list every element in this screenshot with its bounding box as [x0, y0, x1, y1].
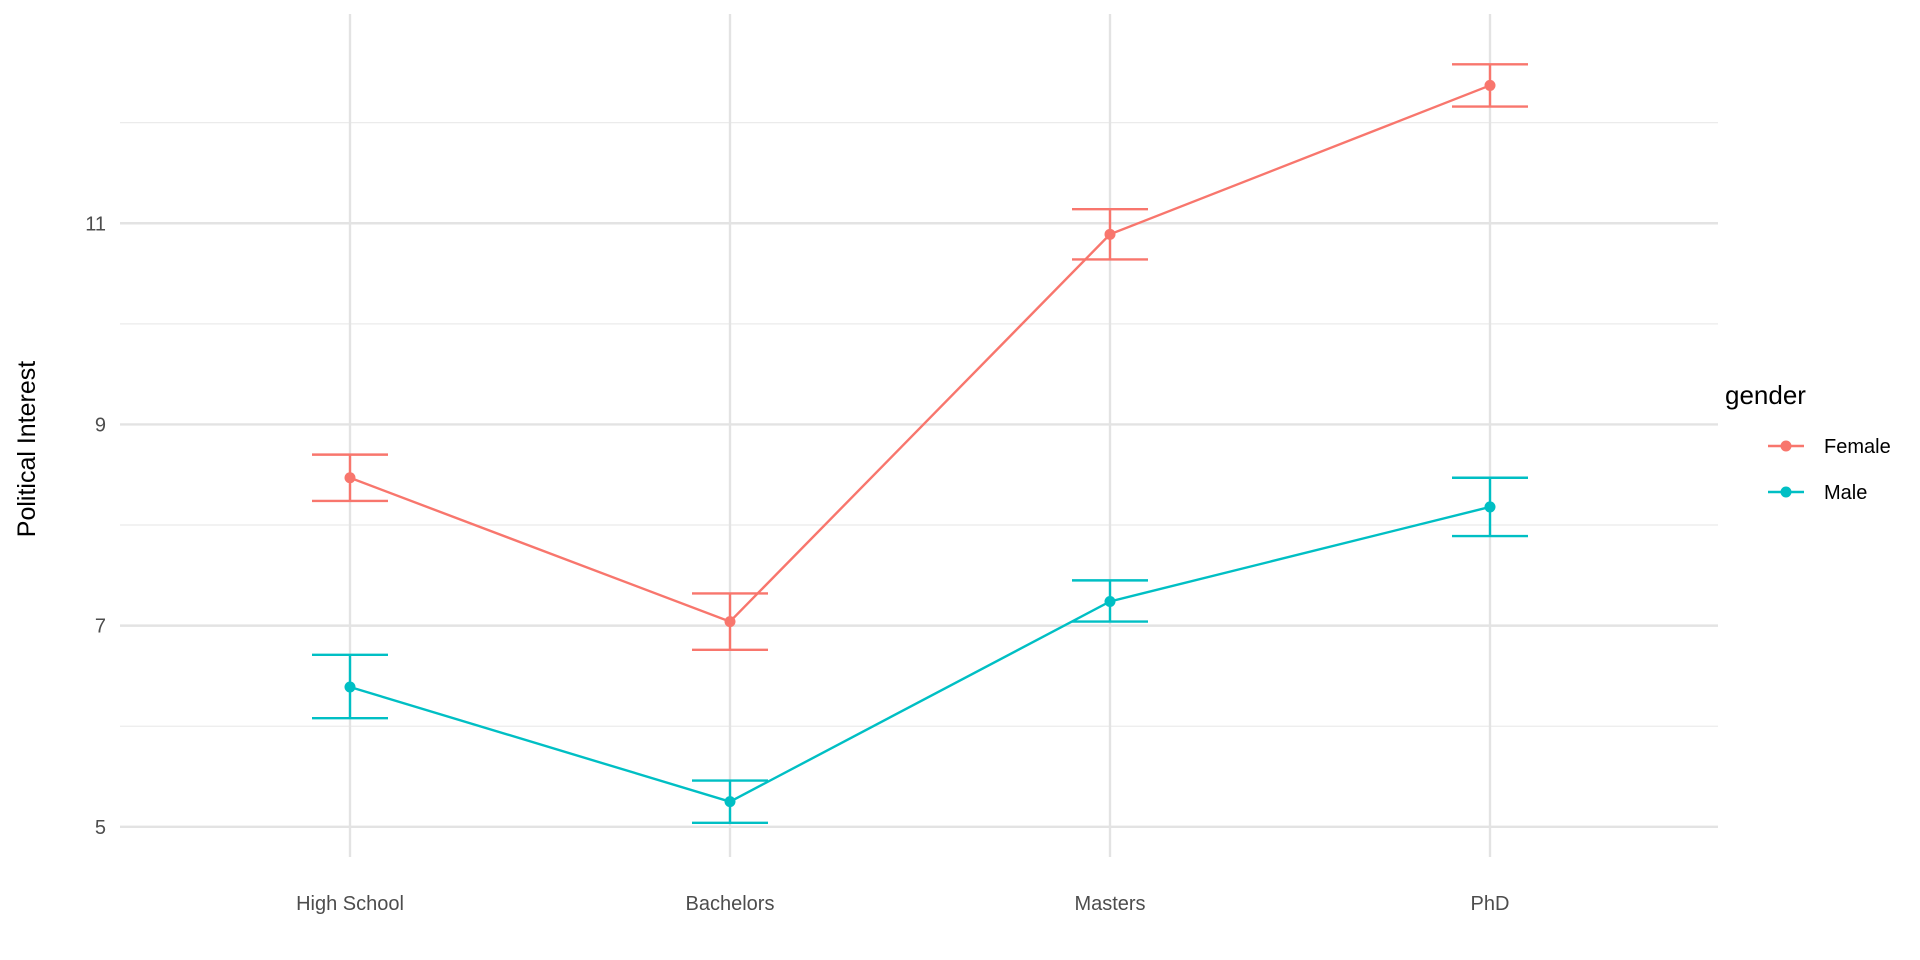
x-axis-ticks: High School Bachelors Masters PhD — [296, 893, 1509, 915]
legend-item-female: Female — [1768, 436, 1891, 458]
legend: gender Female Male — [1725, 380, 1891, 504]
x-tick-label-0: High School — [296, 893, 404, 915]
series-female — [312, 63, 1528, 651]
x-tick-label-2: Masters — [1074, 893, 1145, 915]
legend-label-male: Male — [1824, 482, 1867, 504]
y-tick-label-1: 7 — [95, 616, 106, 638]
data-point-female-0 — [344, 472, 356, 484]
legend-title: gender — [1725, 380, 1806, 410]
legend-key-point-male — [1780, 486, 1792, 498]
data-point-female-3 — [1484, 79, 1496, 91]
data-point-male-0 — [344, 681, 356, 693]
minor-gridlines — [120, 122, 1718, 727]
data-point-female-2 — [1104, 228, 1116, 240]
y-tick-label-0: 5 — [95, 817, 106, 839]
series-line-female — [349, 84, 1491, 624]
data-point-male-1 — [724, 796, 736, 808]
data-point-female-1 — [724, 616, 736, 628]
data-point-male-3 — [1484, 501, 1496, 513]
x-tick-label-1: Bachelors — [686, 893, 775, 915]
y-axis-ticks: 5 7 9 11 — [85, 213, 106, 839]
legend-key-point-female — [1780, 440, 1792, 452]
y-tick-label-3: 11 — [85, 213, 106, 235]
series-line-male — [349, 505, 1491, 803]
legend-item-male: Male — [1768, 482, 1867, 504]
y-axis-title: Political Interest — [13, 361, 41, 538]
major-gridlines — [120, 14, 1718, 857]
x-tick-label-3: PhD — [1471, 893, 1510, 915]
y-tick-label-2: 9 — [95, 414, 106, 436]
data-point-male-2 — [1104, 595, 1116, 607]
legend-label-female: Female — [1824, 436, 1891, 458]
series-male — [312, 476, 1528, 824]
series-layer — [312, 63, 1528, 824]
legend-items: Female Male — [1768, 436, 1891, 504]
